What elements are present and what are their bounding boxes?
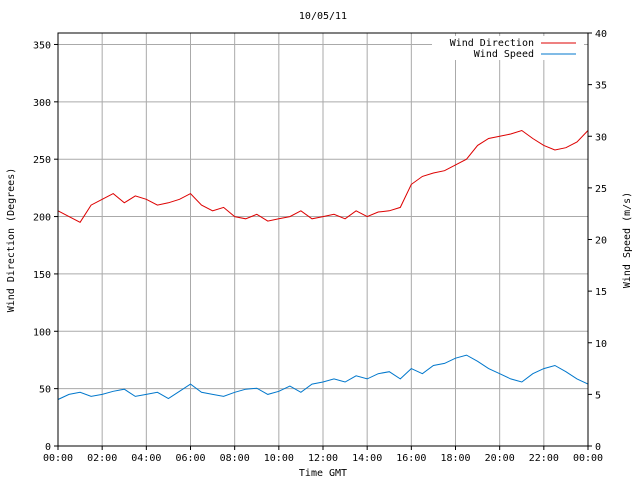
y-left-tick-label: 350 xyxy=(33,40,51,51)
x-axis-title: Time GMT xyxy=(299,468,347,479)
y-left-tick-label: 100 xyxy=(33,327,51,338)
series-layer xyxy=(57,129,589,400)
y-right-tick-label: 15 xyxy=(595,287,607,298)
y-right-tick-label: 10 xyxy=(595,339,607,350)
y-left-tick-label: 0 xyxy=(45,442,51,453)
legend: Wind Direction Wind Speed xyxy=(432,36,584,60)
tick-layer: 00:00 02:00 04:00 06:00 08:00 10:00 12:00 14:00… xyxy=(33,29,607,464)
x-tick-label: 20:00 xyxy=(485,453,515,464)
y-left-tick-label: 50 xyxy=(39,385,51,396)
legend-label-wind-direction: Wind Direction xyxy=(450,38,534,49)
x-tick-label: 12:00 xyxy=(308,453,338,464)
x-tick-label: 08:00 xyxy=(220,453,250,464)
y-right-axis-title: Wind Speed (m/s) xyxy=(622,192,633,288)
series-line-wind-speed xyxy=(57,354,589,400)
y-right-tick-label: 35 xyxy=(595,81,607,92)
x-tick-label: 10:00 xyxy=(264,453,294,464)
legend-background xyxy=(432,36,584,60)
x-tick-label: 00:00 xyxy=(43,453,73,464)
series-line-wind-direction xyxy=(57,129,589,223)
x-tick-label: 00:00 xyxy=(573,453,603,464)
legend-label-wind-speed: Wind Speed xyxy=(474,49,534,60)
y-left-axis-title: Wind Direction (Degrees) xyxy=(6,168,17,313)
x-tick-label: 18:00 xyxy=(440,453,470,464)
y-right-tick-label: 40 xyxy=(595,29,607,40)
y-right-tick-label: 0 xyxy=(595,442,601,453)
y-left-tick-label: 300 xyxy=(33,98,51,109)
x-tick-label: 22:00 xyxy=(529,453,559,464)
y-left-tick-label: 250 xyxy=(33,155,51,166)
x-tick-label: 06:00 xyxy=(175,453,205,464)
x-tick-label: 04:00 xyxy=(131,453,161,464)
y-right-tick-label: 25 xyxy=(595,184,607,195)
chart-title: 10/05/11 xyxy=(299,11,347,22)
x-tick-label: 14:00 xyxy=(352,453,382,464)
y-right-tick-label: 5 xyxy=(595,390,601,401)
y-left-tick-label: 150 xyxy=(33,270,51,281)
y-right-tick-label: 30 xyxy=(595,132,607,143)
y-left-tick-label: 200 xyxy=(33,213,51,224)
y-right-tick-label: 20 xyxy=(595,236,607,247)
x-tick-label: 02:00 xyxy=(87,453,117,464)
x-tick-label: 16:00 xyxy=(396,453,426,464)
